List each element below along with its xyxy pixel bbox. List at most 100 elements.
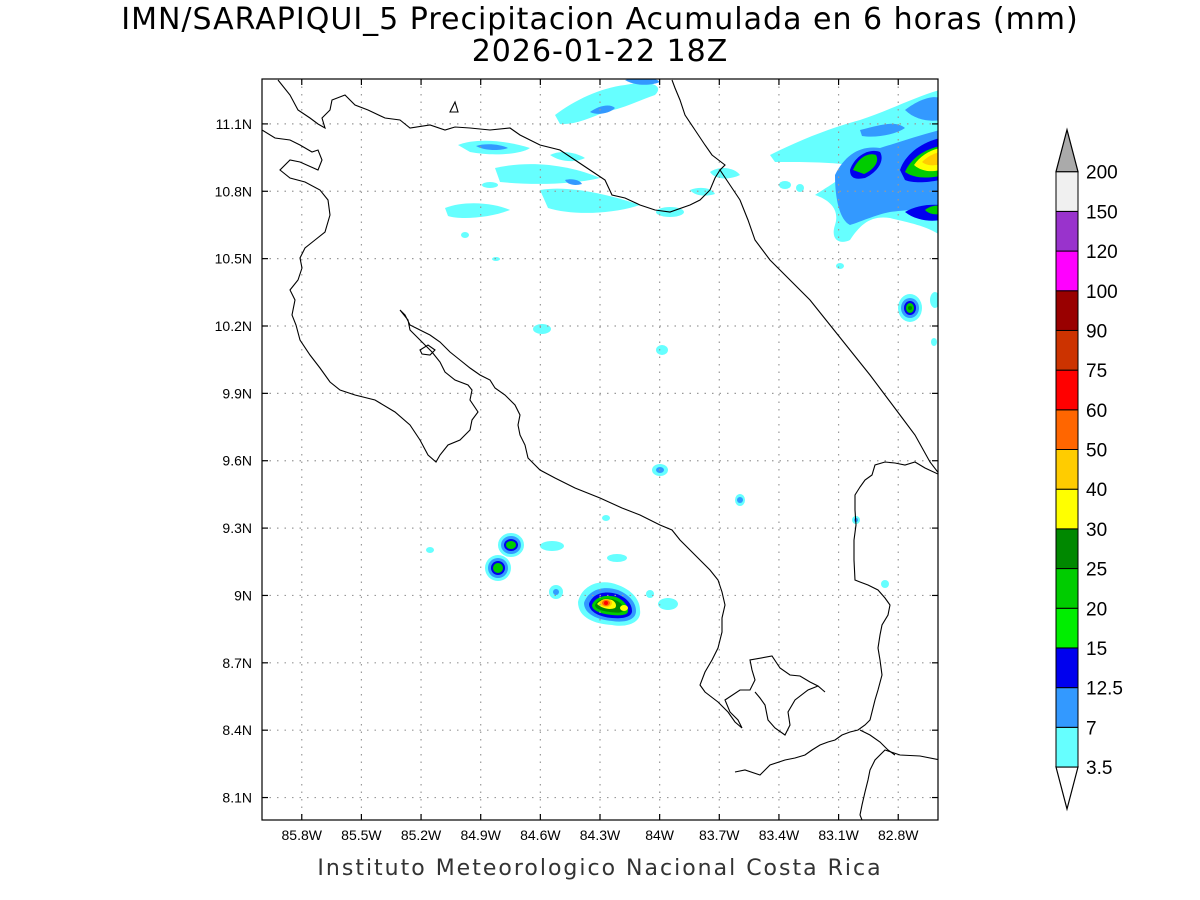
precip-area [493,563,503,573]
x-tick-label: 84.9W [460,827,501,843]
panama-gulf [859,729,896,756]
colorbar: 3.5 7 12.5 15 20 25 30 40 50 60 75 90 100 120 150 200 [1055,127,1123,812]
precip-area [426,547,434,553]
colorbar-segment [1055,647,1079,689]
x-tick-label: 85.8W [282,827,323,843]
precip-area [476,144,508,151]
map-title: IMN/SARAPIQUI_5 Precipitacion Acumulada … [121,2,1079,37]
colorbar-segment [1055,290,1079,331]
colorbar-label: 100 [1086,282,1118,303]
precip-area [553,589,559,595]
colorbar-segment [1055,607,1079,649]
precip-area [620,605,628,611]
colorbar-label: 90 [1086,321,1107,342]
precip-area [922,152,938,166]
precip-area [495,164,600,184]
colorbar-label: 40 [1086,480,1107,501]
precip-area [930,292,938,308]
precip-area [555,83,659,125]
colorbar-label: 15 [1086,639,1107,660]
precip-area [931,338,937,346]
colorbar-label: 120 [1086,242,1118,263]
x-tick-label: 84.3W [580,827,621,843]
colorbar-label: 75 [1086,361,1107,382]
colorbar-segment [1055,369,1079,411]
precip-area [656,345,668,355]
precip-area [860,123,905,137]
colorbar-segment [1055,687,1079,728]
y-tick-label: 10.8N [215,183,252,199]
precip-area [590,105,615,114]
y-tick-label: 10.2N [215,318,252,334]
precip-area [540,541,564,551]
precip-area [925,205,938,215]
colorbar-segment [1055,329,1079,371]
colorbar-label: 3.5 [1086,758,1112,779]
precip-area [540,188,640,213]
precip-area [881,580,889,588]
precip-area [646,590,654,598]
colorbar-segment [1055,528,1079,570]
nicaragua-west-coast [262,129,826,736]
precip-area [565,179,582,185]
colorbar-label: 25 [1086,560,1107,581]
colorbar-label: 150 [1086,202,1118,223]
map-datetime: 2026-01-22 18Z [471,34,729,69]
colorbar-segment [1055,210,1079,252]
y-tick-label: 9.3N [222,520,252,536]
y-tick-label: 9.6N [222,453,252,469]
footer-credit: Instituto Meteorologico Nacional Costa R… [317,856,883,881]
precip-area [506,541,516,549]
y-tick-label: 9.9N [222,385,252,401]
y-tick-label: 8.1N [222,790,252,806]
precip-area [445,203,510,218]
island [449,100,459,113]
colorbar-label: 20 [1086,599,1107,620]
precip-area [461,232,469,238]
colorbar-segment [1055,449,1079,490]
map-grid [262,79,938,820]
gulf-island [419,344,436,356]
x-tick-label: 83.4W [759,827,800,843]
colorbar-over-arrow [1055,127,1079,173]
y-tick-label: 10.5N [215,251,252,267]
x-tick-label: 84.6W [520,827,561,843]
nicaragua-lake-shore [277,79,726,213]
colorbar-label: 50 [1086,441,1107,462]
colorbar-segment [1055,250,1079,292]
x-tick-label: 84W [645,827,675,843]
precip-area [690,187,715,196]
y-axis: 11.1N 10.8N 10.5N 10.2N 9.9N 9.6N 9.3N 9N 8.7N 8.… [215,116,938,806]
x-axis: 85.8W 85.5W 85.2W 84.9W 84.6W 84.3W 84W 83.7W 83… [282,79,919,843]
coastlines [262,79,938,820]
colorbar-label: 200 [1086,163,1118,184]
colorbar-segment [1055,409,1079,450]
colorbar-label: 7 [1086,718,1097,739]
colorbar-label: 60 [1086,401,1107,422]
precip-area [779,181,791,189]
colorbar-segment [1055,171,1079,212]
x-tick-label: 82.8W [878,827,919,843]
precip-area [658,598,678,610]
precip-area [796,184,804,192]
x-tick-label: 83.1W [818,827,859,843]
y-tick-label: 8.4N [222,722,252,738]
x-tick-label: 83.7W [699,827,740,843]
precip-area [905,97,938,121]
colorbar-label: 30 [1086,520,1107,541]
y-tick-label: 8.7N [222,655,252,671]
caribbean-east-coast [719,169,938,474]
colorbar-segment [1055,726,1079,768]
precip-area [836,263,844,269]
y-tick-label: 9N [234,587,252,603]
colorbar-under-arrow [1055,766,1079,812]
precip-area [602,515,610,521]
precip-area [482,182,498,188]
colorbar-segment [1055,568,1079,609]
x-tick-label: 85.5W [341,827,382,843]
x-tick-label: 85.2W [401,827,442,843]
precip-area [604,601,608,605]
precip-area [710,168,740,179]
precipitation-field [426,79,938,626]
